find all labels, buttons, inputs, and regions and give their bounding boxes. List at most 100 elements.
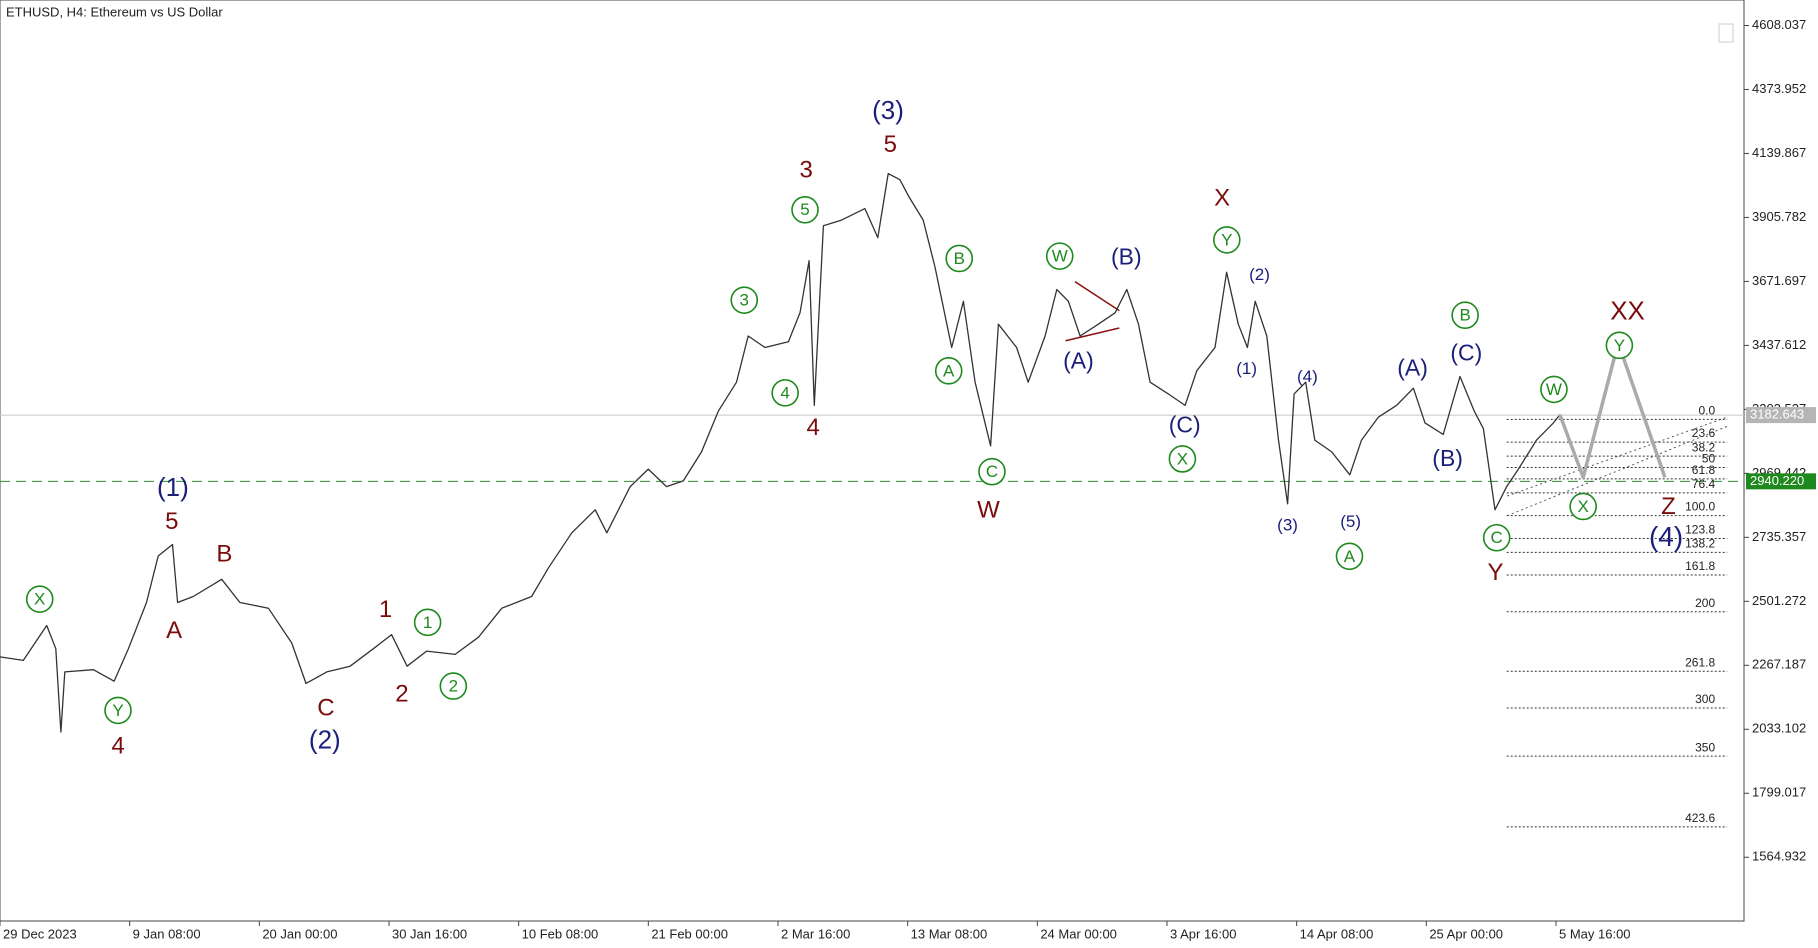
fib-label: 161.8 [1685,559,1715,573]
y-tick-label: 4139.867 [1752,145,1806,160]
wave-label-circled: 2 [449,677,458,696]
y-tick-label: 4373.952 [1752,81,1806,96]
wave-label: (1) [157,472,189,502]
wave-label: (1) [1236,359,1257,378]
y-tick-label: 3905.782 [1752,209,1806,224]
wave-label: (2) [1249,265,1270,284]
fib-label: 300 [1695,692,1715,706]
trend-line [1507,416,1728,497]
wave-label: (3) [872,95,904,125]
wave-label-circled: X [1577,497,1588,516]
wave-label-circled: 1 [423,613,432,632]
fib-label: 0.0 [1698,404,1715,418]
fib-label: 38.2 [1692,440,1716,454]
wave-label-circled: C [986,462,998,481]
wave-label-circled: B [1459,306,1470,325]
x-tick-label: 9 Jan 08:00 [133,926,201,941]
level-price-box [1746,473,1816,490]
x-tick-label: 30 Jan 16:00 [392,926,467,941]
wave-label-circled: W [1546,380,1562,399]
x-tick-label: 13 Mar 08:00 [911,926,988,941]
x-tick-label: 2 Mar 16:00 [781,926,850,941]
wave-label-circled: X [34,590,45,609]
wave-label: 5 [165,508,178,535]
fib-label: 423.6 [1685,811,1715,825]
wave-circle [771,379,799,407]
chart-title: ETHUSD, H4: Ethereum vs US Dollar [6,4,223,19]
wave-circle [791,195,819,224]
wave-circle [104,696,132,725]
y-tick-label: 3437.612 [1752,337,1806,352]
wave-circle [1569,492,1597,521]
x-tick-label: 21 Feb 00:00 [651,926,728,941]
wave-label: XX [1610,296,1645,326]
fib-label: 23.6 [1692,426,1716,440]
x-tick-label: 25 Apr 00:00 [1429,926,1503,941]
wave-label-circled: Y [1614,336,1625,355]
wave-label: Y [1488,559,1504,586]
y-tick-label: 1564.932 [1752,849,1806,864]
y-tick-label: 3671.697 [1752,273,1806,288]
wave-label: (B) [1111,243,1142,269]
wave-label: (4) [1297,367,1318,386]
fib-label: 200 [1695,596,1715,610]
wave-circle [978,457,1006,486]
wave-circle [1451,301,1479,330]
wave-circle [439,672,468,700]
plot-frame [0,0,1745,922]
wave-circle [1540,375,1568,404]
wave-label-circled: A [943,361,955,380]
wave-label: 4 [111,733,124,760]
wave-label: W [977,496,1000,523]
wave-label-circled: W [1052,247,1068,266]
x-tick-label: 29 Dec 2023 [3,926,77,941]
wave-label: 5 [884,131,897,158]
wave-circle [25,585,54,613]
wave-label: A [166,617,182,644]
fib-label: 261.8 [1685,655,1715,669]
fib-label: 50 [1702,452,1716,466]
y-tick-label: 1799.017 [1752,785,1806,800]
y-tick-label: 2267.187 [1752,657,1806,672]
wave-label: (C) [1450,340,1482,366]
wave-label: (B) [1432,445,1463,471]
toolbar-icon[interactable] [1718,23,1734,43]
wave-label: (4) [1649,521,1683,552]
x-tick-label: 10 Feb 08:00 [522,926,599,941]
wave-label-circled: Y [1221,230,1232,249]
x-tick-label: 20 Jan 00:00 [262,926,337,941]
fib-label: 350 [1695,740,1715,754]
wave-label: 2 [395,681,408,708]
fib-label: 61.8 [1692,463,1716,477]
wave-label-circled: X [1177,449,1188,468]
wave-label: (2) [309,724,341,754]
wave-label: B [216,540,232,567]
wave-label: (A) [1397,355,1428,381]
wave-label-circled: 4 [780,383,789,402]
wave-circle [934,357,963,385]
wave-circle [1335,542,1364,571]
last-price-label: 3182.643 [1750,407,1804,422]
wave-circle [730,286,759,314]
wave-circle [1482,523,1511,552]
wave-label-circled: Y [112,701,123,720]
y-tick-label: 4608.037 [1752,17,1806,32]
y-tick-label: 2735.357 [1752,529,1806,544]
wave-circle [413,608,442,637]
price-line [0,172,1561,733]
wave-label: 4 [807,414,820,441]
wave-label: (5) [1340,512,1361,531]
fib-label: 76.4 [1692,477,1716,491]
x-tick-label: 24 Mar 00:00 [1040,926,1117,941]
fib-label: 123.8 [1685,523,1715,537]
triangle-line [1065,327,1120,342]
x-tick-label: 3 Apr 16:00 [1170,926,1237,941]
wave-label: (C) [1169,411,1201,437]
wave-circle [1045,242,1074,270]
fib-label: 138.2 [1685,536,1715,550]
last-price-box [1746,407,1816,424]
wave-circle [1168,445,1197,473]
triangle-line [1074,280,1120,312]
wave-label-circled: 5 [800,200,809,219]
